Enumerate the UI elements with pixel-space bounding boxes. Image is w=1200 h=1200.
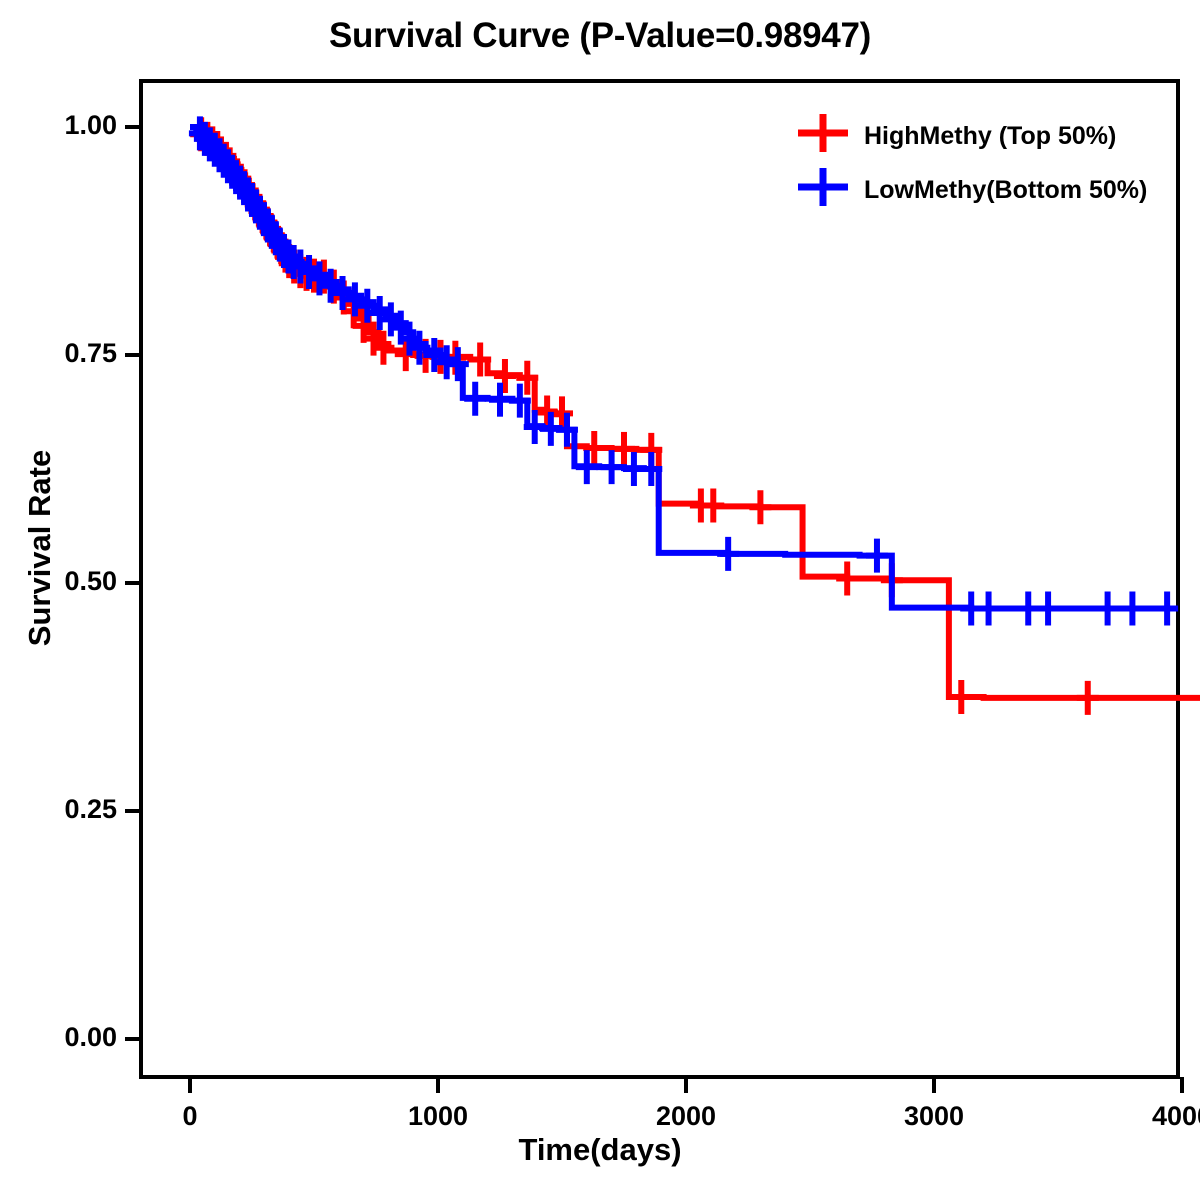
censor-mark [489, 382, 511, 417]
censor-mark [717, 536, 740, 571]
censor-mark [469, 342, 492, 377]
censor-mark [1156, 591, 1179, 626]
censor-mark [583, 431, 606, 466]
y-tick-label: 0.75 [64, 338, 117, 368]
censor-mark [493, 358, 516, 393]
x-tick-label: 1000 [407, 1101, 469, 1131]
censor-mark [298, 255, 321, 290]
y-tick-label: 0.00 [64, 1022, 117, 1052]
censor-mark [702, 488, 725, 523]
censor-mark [613, 431, 635, 466]
series-layer [188, 116, 1200, 715]
censor-mark [423, 338, 446, 372]
y-tick-label: 0.50 [64, 566, 117, 596]
y-tick-label: 0.25 [64, 794, 117, 824]
legend-marker-lowmethy-icon [798, 168, 848, 206]
y-tick-label: 1.00 [64, 110, 117, 140]
censor-mark [356, 288, 379, 323]
x-tick-label: 0 [182, 1101, 198, 1131]
censor-mark [464, 381, 487, 416]
censor-mark [408, 330, 431, 365]
censor-mark [331, 275, 354, 310]
censor-mark [372, 330, 395, 365]
censor-mark [640, 452, 663, 486]
censor-mark [394, 337, 417, 372]
censor-mark [343, 282, 366, 317]
plot-frame [139, 79, 1180, 1079]
censor-mark [600, 450, 623, 485]
legend-markers [798, 114, 848, 206]
censor-mark [516, 360, 539, 395]
x-tick-label: 3000 [903, 1101, 965, 1131]
censor-mark [575, 450, 598, 485]
legend-item-lowmethy: LowMethy(Bottom 50%) [864, 176, 1148, 204]
y-axis-title: Survival Rate [22, 449, 57, 647]
x-tick-label: 4000 [1151, 1101, 1200, 1131]
censor-mark [836, 561, 859, 596]
legend-item-highmethy: HighMethy (Top 50%) [864, 122, 1117, 150]
censor-mark [555, 412, 578, 447]
censor-mark [319, 268, 342, 303]
censor-mark [865, 538, 888, 573]
censor-mark [977, 591, 1000, 626]
legend-marker-highmethy-icon [798, 114, 848, 152]
censor-mark [446, 347, 469, 382]
censor-mark [1121, 591, 1144, 626]
censor-mark [950, 680, 973, 714]
censor-mark [1096, 591, 1119, 626]
page-title: Survival Curve (P-Value=0.98947) [329, 16, 871, 55]
x-tick-label: 2000 [655, 1101, 717, 1131]
series-lowmethy [188, 116, 1179, 626]
censor-mark [308, 261, 331, 296]
censor-mark [1037, 591, 1060, 626]
axis-ticks [125, 125, 1184, 1093]
censor-mark [368, 296, 391, 331]
censor-mark [508, 383, 531, 418]
x-axis-title: Time(days) [518, 1132, 682, 1167]
censor-mark [749, 490, 772, 525]
censor-mark [1017, 591, 1040, 626]
censor-mark [1076, 680, 1099, 715]
